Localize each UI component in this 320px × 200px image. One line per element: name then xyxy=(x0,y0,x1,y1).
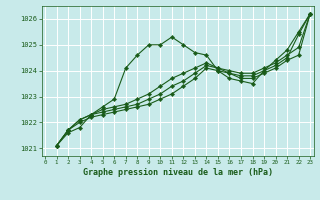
X-axis label: Graphe pression niveau de la mer (hPa): Graphe pression niveau de la mer (hPa) xyxy=(83,168,273,177)
